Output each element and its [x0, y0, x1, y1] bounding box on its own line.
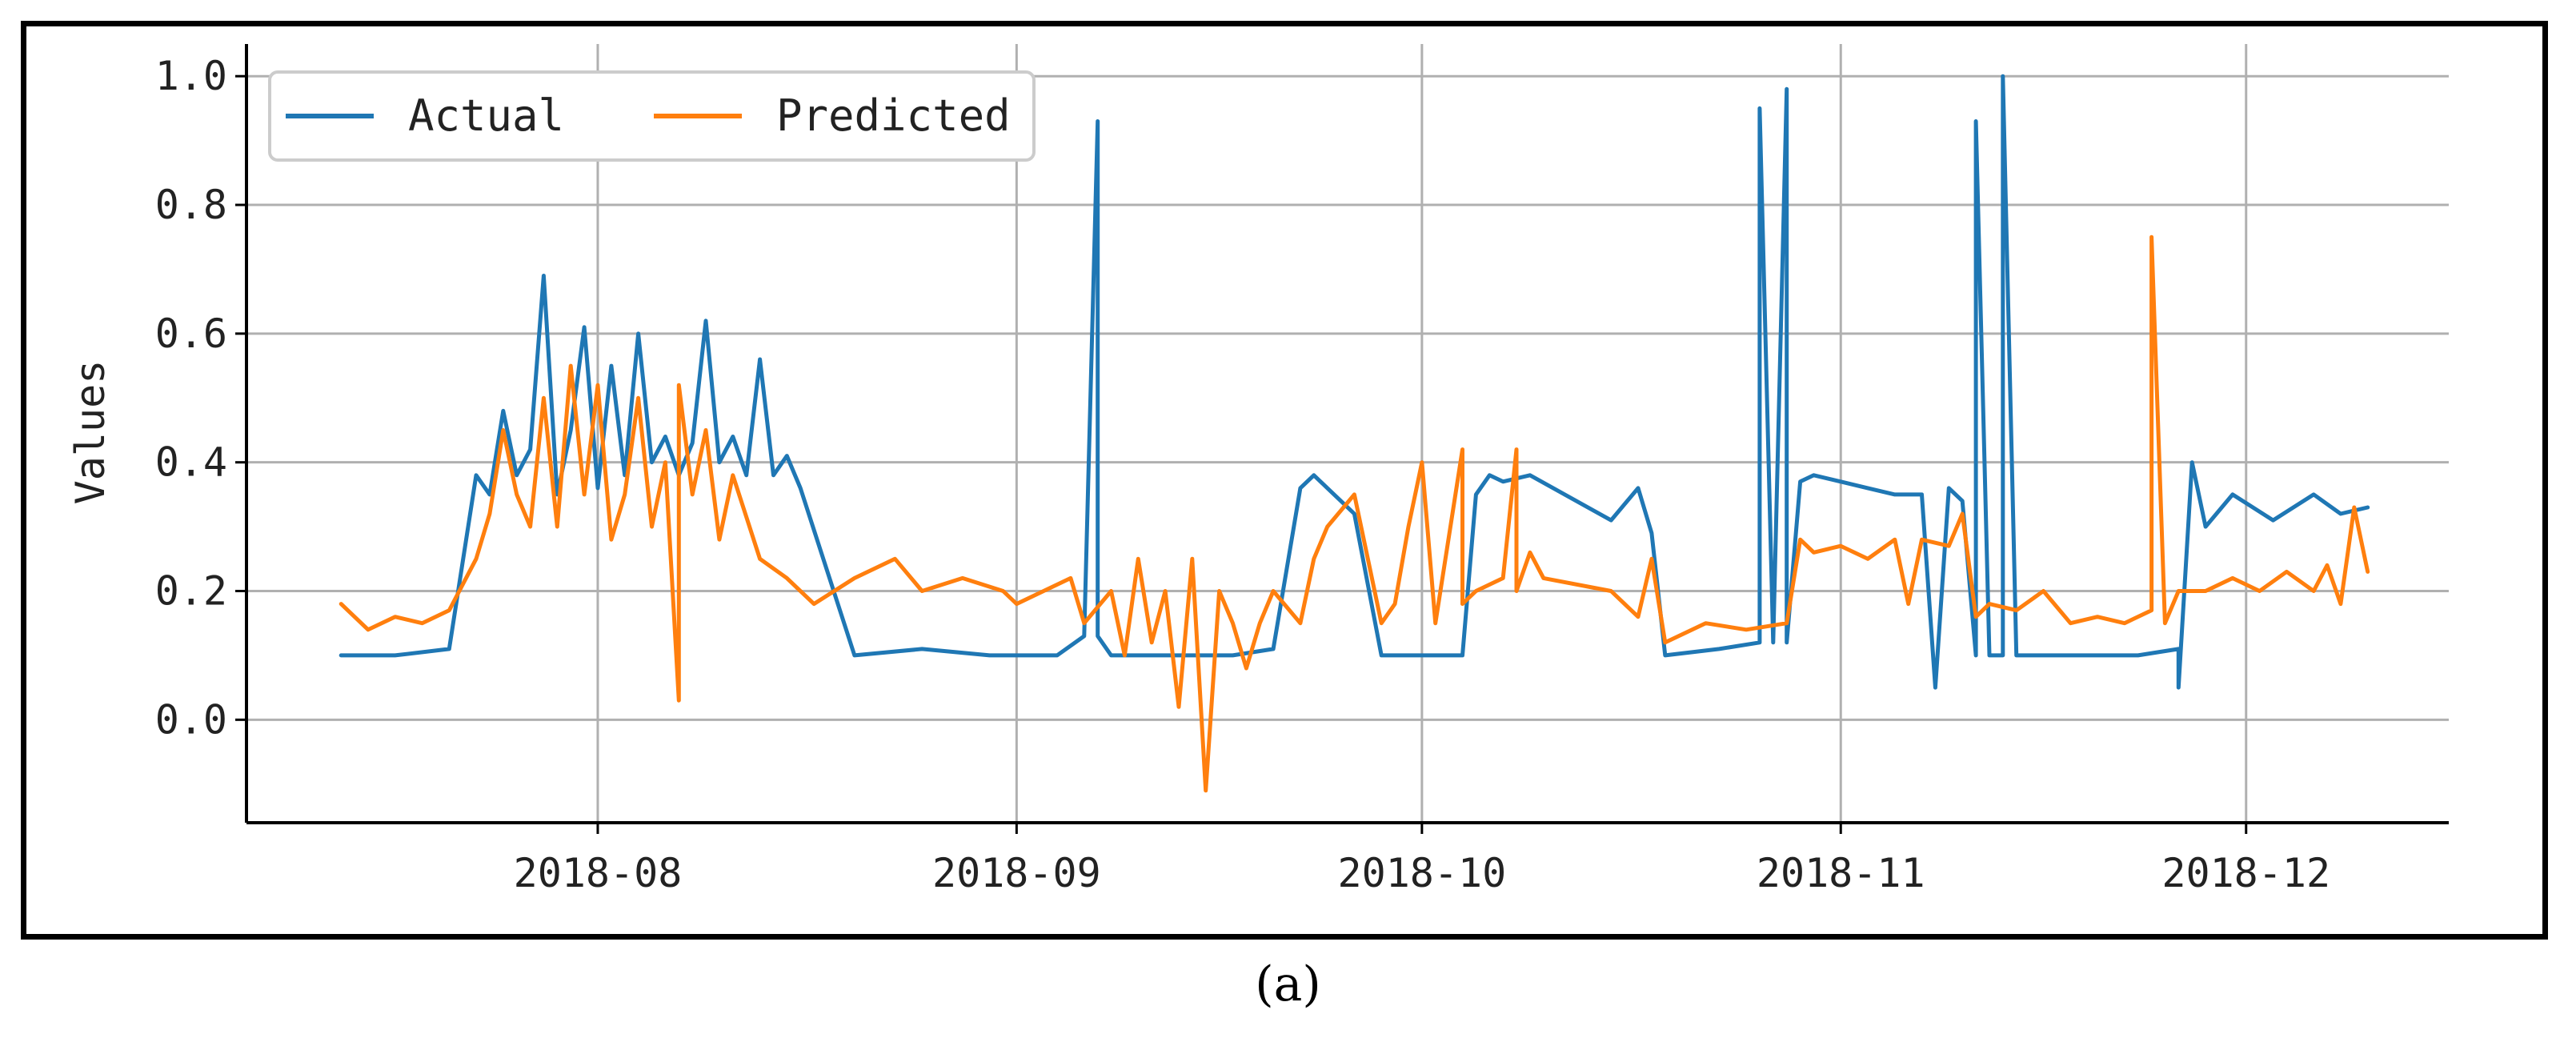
- x-tick-label: 2018-10: [1337, 850, 1506, 896]
- y-tick-label: 0.8: [155, 182, 227, 228]
- legend-label-actual: Actual: [408, 90, 564, 141]
- axes: [235, 44, 2449, 834]
- series-line-predicted: [339, 234, 2370, 793]
- legend: Actual Predicted: [268, 70, 1036, 162]
- y-tick-label: 1.0: [155, 53, 227, 99]
- series-lines: [339, 74, 2370, 793]
- x-tick-label: 2018-12: [2161, 850, 2330, 896]
- figure-frame: [21, 21, 2548, 940]
- series-line-actual: [339, 74, 2370, 690]
- x-tick-label: 2018-08: [514, 850, 683, 896]
- grid-lines: [246, 44, 2449, 823]
- y-axis-label: Values: [67, 360, 114, 505]
- y-tick-label: 0.4: [155, 439, 227, 486]
- x-tick-label: 2018-11: [1757, 850, 1925, 896]
- y-tick-label: 0.0: [155, 696, 227, 743]
- x-tick-label: 2018-09: [932, 850, 1101, 896]
- y-tick-label: 0.6: [155, 311, 227, 357]
- legend-label-predicted: Predicted: [776, 90, 1011, 141]
- legend-box: [268, 70, 1036, 162]
- tick-labels: 0.0 0.2 0.4 0.6 0.8 1.0 2018-08 2018-09 2018-10 2…: [155, 53, 2330, 896]
- y-tick-label: 0.2: [155, 568, 227, 615]
- panel-caption: (a): [1255, 956, 1321, 1012]
